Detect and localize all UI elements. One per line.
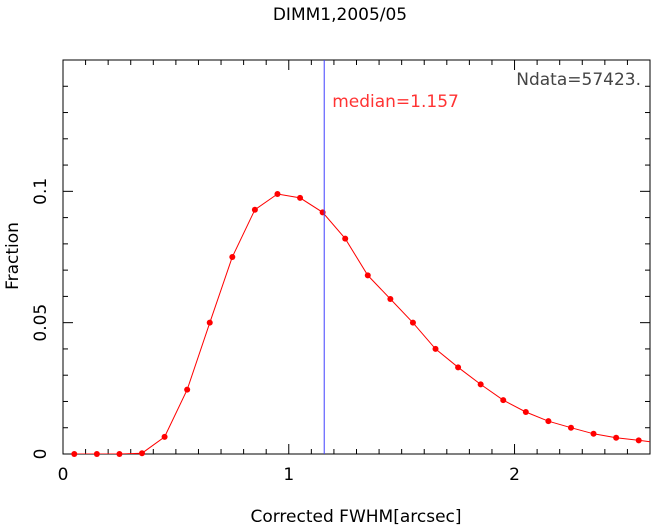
data-point — [522, 408, 529, 415]
data-point — [274, 190, 281, 197]
axis-ticks: 0 1 2 0 0.05 0.1 — [31, 59, 651, 485]
data-point — [251, 206, 258, 213]
x-tick-label: 1 — [283, 465, 294, 485]
y-tick-label: 0 — [31, 449, 51, 460]
data-point — [342, 235, 349, 242]
ndata-annotation: Ndata=57423. — [516, 70, 641, 90]
series-layer — [71, 190, 650, 457]
data-point — [613, 434, 620, 441]
data-point — [161, 433, 168, 440]
data-point — [184, 386, 191, 393]
data-point — [139, 450, 146, 457]
data-point — [229, 254, 236, 260]
data-point — [432, 345, 439, 352]
data-point — [206, 319, 213, 326]
data-point — [387, 296, 394, 303]
data-point — [500, 397, 507, 404]
data-point — [116, 451, 123, 457]
x-axis-label: Corrected FWHM[arcsec] — [250, 507, 461, 527]
x-tick-label: 0 — [58, 465, 69, 485]
median-label: median=1.157 — [332, 92, 459, 112]
data-point — [71, 451, 78, 457]
chart-title: DIMM1,2005/05 — [273, 5, 407, 25]
data-point — [567, 424, 574, 431]
data-point — [455, 364, 462, 371]
data-point — [409, 319, 416, 326]
data-point — [297, 194, 304, 201]
data-point — [364, 272, 371, 279]
data-point — [319, 209, 326, 216]
data-point — [93, 451, 100, 457]
y-tick-label: 0.1 — [31, 178, 51, 205]
y-tick-label: 0.05 — [31, 304, 51, 342]
data-point — [477, 381, 484, 388]
data-point — [545, 418, 552, 425]
series-line — [74, 193, 650, 454]
y-axis-label: Fraction — [3, 222, 23, 290]
data-point — [635, 437, 642, 444]
data-point — [590, 430, 597, 437]
x-tick-label: 2 — [509, 465, 520, 485]
